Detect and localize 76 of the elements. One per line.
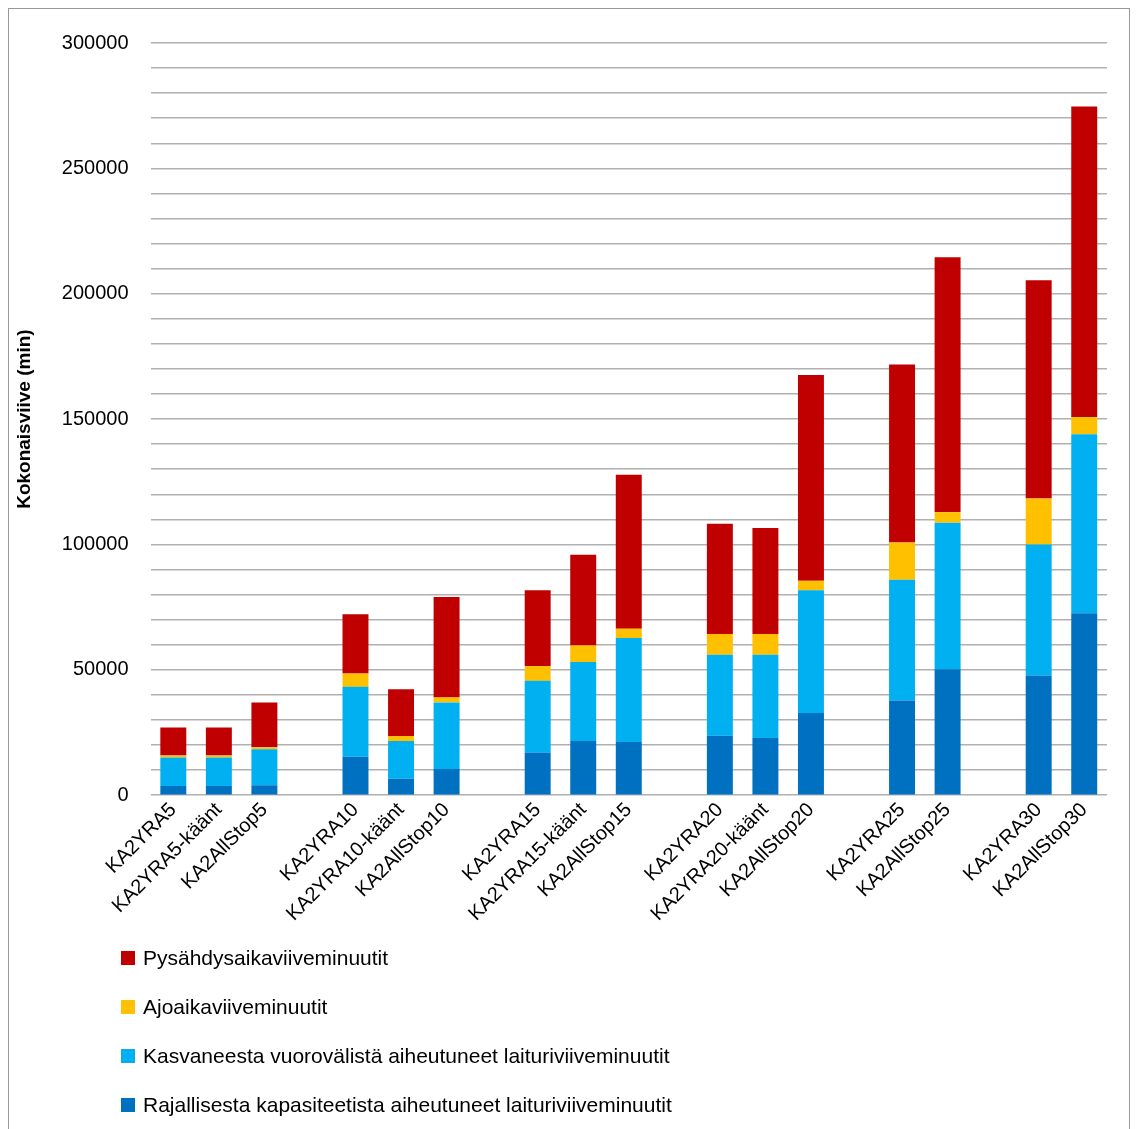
bar — [752, 738, 779, 795]
bar — [570, 662, 597, 742]
bar — [1071, 434, 1098, 614]
bar — [706, 633, 733, 655]
y-tick-label: 300000 — [61, 30, 129, 53]
bar — [752, 527, 779, 634]
legend-label: Ajoaikaviiveminuutit — [143, 994, 328, 1019]
bar — [1071, 417, 1098, 435]
bar — [1025, 544, 1052, 676]
bar — [342, 756, 369, 795]
bar — [797, 712, 824, 795]
bar — [889, 579, 916, 701]
bar — [160, 755, 187, 758]
bar — [752, 654, 779, 739]
bar — [570, 645, 597, 663]
y-tick-label: 250000 — [61, 155, 129, 178]
bar — [615, 742, 642, 795]
bar — [524, 590, 551, 667]
bar — [615, 637, 642, 743]
bar — [251, 749, 278, 786]
bar — [706, 523, 733, 634]
bar — [388, 689, 415, 737]
bar — [1025, 498, 1052, 545]
bar — [251, 747, 278, 750]
bar — [797, 374, 824, 581]
bar — [388, 778, 415, 795]
bar — [934, 669, 961, 795]
bar — [205, 785, 232, 795]
bar — [251, 785, 278, 795]
bar — [388, 736, 415, 742]
bar — [160, 785, 187, 795]
bar — [205, 755, 232, 758]
bar — [889, 700, 916, 795]
bar — [388, 741, 415, 779]
bar — [934, 512, 961, 523]
bar — [797, 580, 824, 591]
bar — [433, 769, 460, 795]
y-tick-label: 150000 — [61, 406, 129, 429]
bar — [524, 680, 551, 753]
bar — [934, 522, 961, 670]
y-axis-title: Kokonaisviive (min) — [12, 329, 34, 509]
bar — [342, 673, 369, 687]
bar — [205, 757, 232, 786]
bar — [1025, 280, 1052, 499]
y-tick-label: 200000 — [61, 281, 129, 304]
bar — [524, 752, 551, 795]
bar — [205, 727, 232, 756]
bar — [570, 554, 597, 646]
bar — [342, 686, 369, 757]
bar — [433, 702, 460, 770]
bar — [524, 666, 551, 681]
bar — [342, 614, 369, 674]
y-tick-label: 50000 — [72, 657, 129, 680]
y-tick-label: 0 — [117, 782, 129, 805]
bar — [1071, 613, 1098, 795]
bar — [251, 702, 278, 748]
legend-label: Rajallisesta kapasiteetista aiheutuneet laituriviiveminuutit — [143, 1092, 672, 1117]
legend-label: Pysähdysaikaviiveminuutit — [143, 945, 389, 970]
bar — [570, 741, 597, 795]
bar — [752, 633, 779, 655]
bar — [1025, 675, 1052, 795]
bar — [615, 628, 642, 638]
bar — [706, 735, 733, 795]
bar — [889, 542, 916, 580]
legend-label: Kasvaneesta vuorovälistä aiheutuneet laituriviiveminuutit — [143, 1043, 670, 1068]
bar — [433, 597, 460, 698]
bar — [160, 727, 187, 756]
bar — [1071, 106, 1098, 418]
bar — [433, 697, 460, 703]
bar — [160, 757, 187, 786]
bar — [934, 257, 961, 513]
bar — [797, 590, 824, 713]
y-tick-label: 100000 — [61, 531, 129, 554]
bar — [889, 364, 916, 543]
bar — [615, 474, 642, 629]
bar — [706, 654, 733, 736]
